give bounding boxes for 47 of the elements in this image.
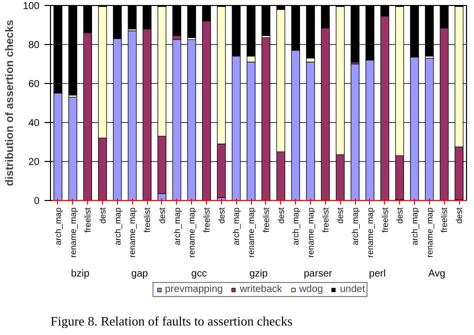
x-tick-label: dest <box>454 206 464 224</box>
x-tick-label: arch_map <box>52 207 63 246</box>
text: gcc <box>191 268 207 280</box>
y-tick-label: 60 <box>28 79 40 90</box>
y-tick-label: 0 <box>34 196 40 207</box>
x-tick-label: dest <box>156 206 167 224</box>
x-tick-label: rename_map <box>424 207 434 258</box>
caption: Figure 8. Relation of faults to assertion checks <box>50 314 292 328</box>
x-tick-label: rename_map <box>186 207 197 258</box>
legend-label: wdog <box>299 284 323 295</box>
x-tick-label: arch_map <box>231 207 242 246</box>
x-tick-label: freelist <box>380 206 390 233</box>
text: bzip <box>71 268 90 280</box>
text: perl <box>369 268 386 280</box>
text: parser <box>304 268 333 280</box>
x-tick-label: rename_map <box>306 207 316 258</box>
legend-label: prevmapping <box>165 284 223 295</box>
y-tick-label: 100 <box>22 1 40 12</box>
y-tick-label: 80 <box>28 40 40 51</box>
x-tick-label: rename_map <box>246 207 256 258</box>
x-tick-label: freelist <box>260 206 271 233</box>
x-tick-label: freelist <box>439 206 450 233</box>
x-tick-label: dest <box>216 206 226 224</box>
x-tick-label: rename_map <box>364 207 375 258</box>
x-tick-label: freelist <box>320 206 330 233</box>
x-tick-label: freelist <box>82 206 93 233</box>
x-tick-label: dest <box>98 206 108 224</box>
text: gzip <box>249 268 268 280</box>
y-axis-title: distribution of assertion checks <box>4 20 16 186</box>
x-tick-label: freelist <box>142 206 152 233</box>
text: gap <box>131 268 148 280</box>
x-tick-label: freelist <box>202 206 212 233</box>
x-tick-label: dest <box>335 206 346 224</box>
x-tick-label: arch_map <box>350 207 360 246</box>
x-tick-label: arch_map <box>410 207 420 246</box>
x-tick-label: dest <box>394 206 405 224</box>
legend-label: undet <box>340 284 365 295</box>
legend-label: writeback <box>240 284 282 295</box>
y-tick-label: 20 <box>28 157 40 168</box>
text: Avg <box>428 268 446 280</box>
x-tick-label: arch_map <box>172 207 182 246</box>
x-tick-label: rename_map <box>68 207 78 258</box>
x-tick-label: arch_map <box>290 207 301 246</box>
y-tick-label: 40 <box>28 118 40 129</box>
x-tick-label: rename_map <box>127 207 138 258</box>
x-tick-label: arch_map <box>112 207 122 246</box>
x-tick-label: dest <box>276 206 286 224</box>
